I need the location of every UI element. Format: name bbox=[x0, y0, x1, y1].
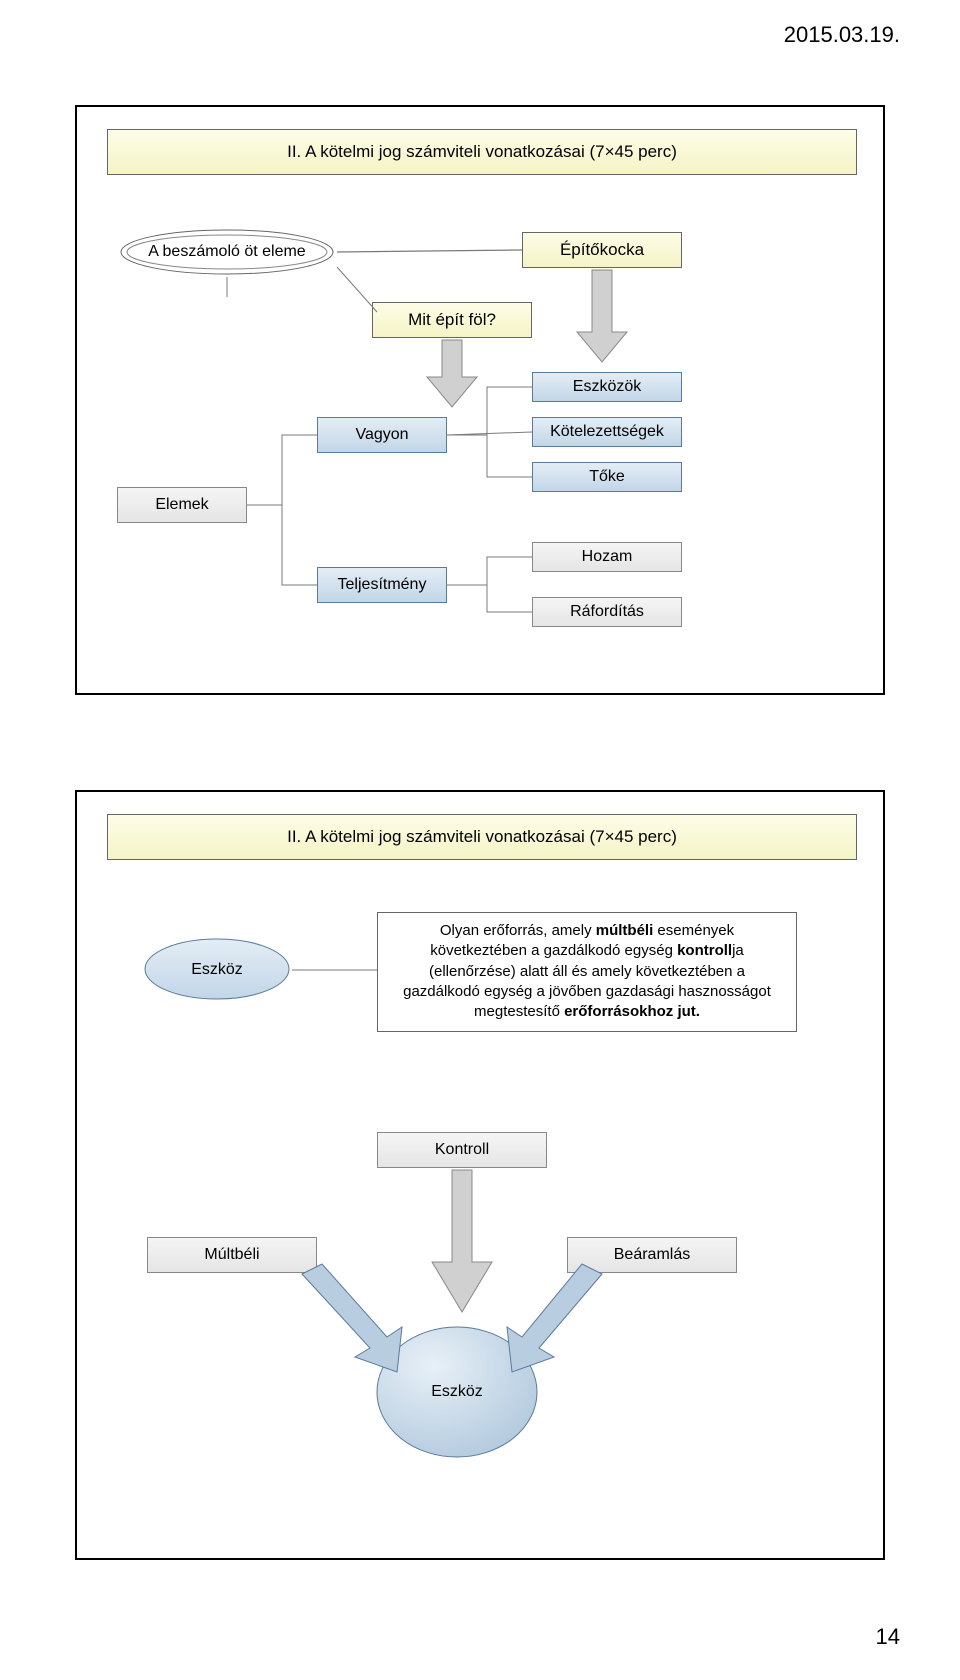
slide1-title: II. A kötelmi jog számviteli vonatkozása… bbox=[107, 129, 857, 175]
slide1-ellipse-label: A beszámoló öt eleme bbox=[148, 243, 305, 261]
header-date: 2015.03.19. bbox=[784, 22, 900, 48]
slide2-ellipse-label: Eszköz bbox=[191, 961, 243, 979]
slide2-title: II. A kötelmi jog számviteli vonatkozása… bbox=[107, 814, 857, 860]
slide-1-frame: II. A kötelmi jog számviteli vonatkozása… bbox=[75, 105, 885, 695]
slide1-kotelezettsegek: Kötelezettségek bbox=[532, 417, 682, 447]
slide2-multbeli: Múltbéli bbox=[147, 1237, 317, 1273]
slide1-eszkozok: Eszközök bbox=[532, 372, 682, 402]
slide2-bearamlas: Beáramlás bbox=[567, 1237, 737, 1273]
slide1-raforditas: Ráfordítás bbox=[532, 597, 682, 627]
slide1-mit-epit: Mit épít föl? bbox=[372, 302, 532, 338]
slide2-eszkoz-circle: Eszköz bbox=[372, 1322, 542, 1462]
slide1-connectors bbox=[77, 107, 887, 697]
slide1-elemek: Elemek bbox=[117, 487, 247, 523]
page-number: 14 bbox=[876, 1624, 900, 1650]
slide1-vagyon: Vagyon bbox=[317, 417, 447, 453]
slide2-kontroll: Kontroll bbox=[377, 1132, 547, 1168]
slide1-hozam: Hozam bbox=[532, 542, 682, 572]
slide2-definition: Olyan erőforrás, amely múltbéli eseménye… bbox=[377, 912, 797, 1032]
slide1-toke: Tőke bbox=[532, 462, 682, 492]
slide1-ellipse-beszamolo: A beszámoló öt eleme bbox=[117, 227, 337, 277]
slide-2-frame: II. A kötelmi jog számviteli vonatkozása… bbox=[75, 790, 885, 1560]
slide1-teljesitmeny: Teljesítmény bbox=[317, 567, 447, 603]
slide2-eszkoz-circle-label: Eszköz bbox=[431, 1383, 483, 1401]
slide2-ellipse-eszkoz: Eszköz bbox=[142, 937, 292, 1002]
slide1-epitokocka: Építőkocka bbox=[522, 232, 682, 268]
